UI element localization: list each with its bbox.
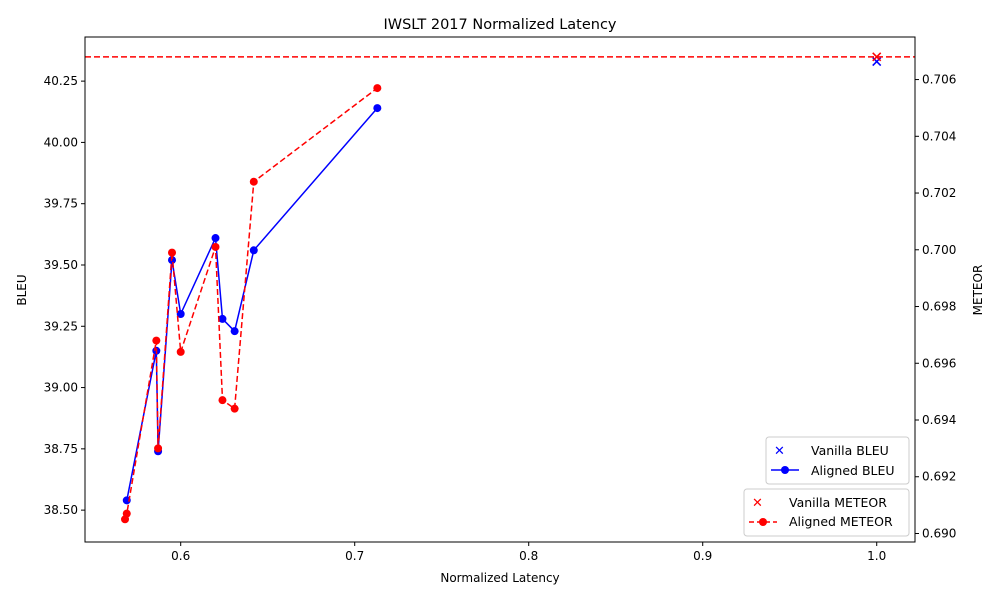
legend-marker-circle-icon — [781, 466, 789, 474]
y2-tick-label: 0.694 — [922, 413, 956, 427]
x-tick-label: 0.8 — [519, 549, 538, 563]
legend-marker-x-icon: ✕ — [752, 496, 763, 511]
legend-box — [743, 488, 910, 537]
plot-frame — [84, 36, 916, 543]
x-marker-stroke — [872, 52, 882, 62]
data-point-aligned-meteor — [176, 347, 185, 356]
y-axis-right: 0.690 0.692 0.694 0.696 0.698 0.700 0.702 0.704… — [915, 73, 956, 540]
y-tick-label: 40.00 — [44, 135, 78, 149]
series-aligned-bleu — [122, 104, 382, 505]
y-axis-left: 38.50 38.75 39.00 39.25 39.50 39.75 40.00 40.25 — [44, 74, 85, 517]
data-point-aligned-meteor — [154, 444, 163, 453]
x-tick-label: 0.9 — [693, 549, 712, 563]
legend-entry-aligned-meteor: Aligned METEOR — [789, 514, 893, 529]
y2-tick-label: 0.696 — [922, 356, 956, 370]
y2-tick-label: 0.698 — [922, 300, 956, 314]
y2-tick-label: 0.690 — [922, 526, 956, 540]
y-tick-label: 39.75 — [44, 197, 78, 211]
legend-entry-vanilla-bleu: Vanilla BLEU — [811, 443, 889, 458]
y2-axis-label: METEOR — [971, 265, 985, 316]
series-vanilla-meteor — [85, 52, 915, 62]
x-axis-label: Normalized Latency — [440, 571, 559, 585]
data-point-aligned-meteor — [122, 509, 131, 518]
data-point-aligned-bleu — [176, 310, 185, 319]
legend-right-axis: ✕ Vanilla METEOR Aligned METEOR — [743, 488, 910, 537]
x-axis: 0.6 0.7 0.8 0.9 1.0 — [171, 542, 886, 563]
series-aligned-meteor — [121, 84, 382, 524]
data-point-aligned-meteor — [249, 177, 258, 186]
data-point-aligned-meteor — [152, 336, 161, 345]
y2-tick-label: 0.704 — [922, 129, 956, 143]
x-tick-label: 0.7 — [345, 549, 364, 563]
data-point-aligned-bleu — [211, 234, 220, 243]
data-point-aligned-meteor — [218, 396, 227, 405]
y-tick-label: 38.75 — [44, 442, 78, 456]
y2-tick-label: 0.692 — [922, 470, 956, 484]
x-tick-label: 0.6 — [171, 549, 190, 563]
y2-tick-label: 0.706 — [922, 73, 956, 87]
y-tick-label: 38.50 — [44, 503, 78, 517]
legend-marker-x-icon: ✕ — [774, 444, 785, 459]
x-tick-label: 1.0 — [867, 549, 886, 563]
data-point-aligned-bleu — [373, 104, 382, 113]
data-point-aligned-bleu — [218, 314, 227, 323]
legend-entry-vanilla-meteor: Vanilla METEOR — [789, 495, 887, 510]
y-tick-label: 39.00 — [44, 381, 78, 395]
y-axis-label: BLEU — [15, 274, 29, 305]
y-tick-label: 39.50 — [44, 258, 78, 272]
series-line-aligned-bleu — [126, 107, 378, 501]
data-point-aligned-bleu — [230, 327, 239, 336]
legend-entry-aligned-bleu: Aligned BLEU — [811, 463, 895, 478]
data-point-aligned-bleu — [249, 246, 258, 255]
y2-tick-label: 0.700 — [922, 243, 956, 257]
y-tick-label: 40.25 — [44, 74, 78, 88]
data-point-aligned-meteor — [373, 84, 382, 93]
plot-area — [85, 52, 915, 524]
y2-tick-label: 0.702 — [922, 186, 956, 200]
data-point-aligned-meteor — [168, 248, 177, 257]
y-tick-label: 39.25 — [44, 319, 78, 333]
legend-box — [765, 436, 910, 485]
chart-title: IWSLT 2017 Normalized Latency — [383, 17, 616, 33]
data-point-aligned-meteor — [211, 242, 220, 251]
legend-left-axis: ✕ Vanilla BLEU Aligned BLEU — [765, 436, 910, 485]
legend-marker-circle-icon — [759, 518, 767, 526]
data-point-vanilla-meteor — [872, 52, 882, 62]
data-point-aligned-meteor — [230, 404, 239, 413]
